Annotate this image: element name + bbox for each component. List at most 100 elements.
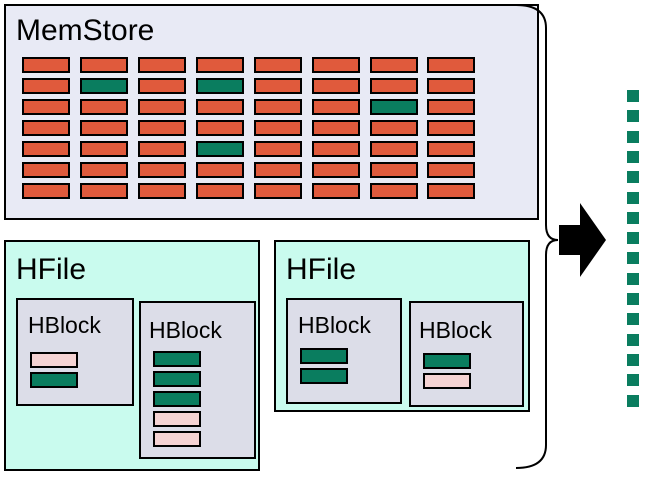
output-dot (627, 353, 639, 366)
memstore-entry (80, 162, 128, 178)
memstore-entry (254, 57, 302, 73)
hblock-entry (153, 431, 201, 447)
hblock-label: HBlock (419, 317, 492, 343)
hblock-box: HBlock (409, 301, 524, 407)
memstore-entry (138, 162, 186, 178)
output-dot (627, 252, 639, 265)
memstore-entry (22, 78, 70, 94)
memstore-entry (254, 99, 302, 115)
hfile-box-1: HFile HBlock HBlock (4, 240, 260, 471)
hblock-entry (153, 411, 201, 427)
output-dot (627, 293, 639, 305)
right-curly-brace-icon (515, 4, 559, 469)
memstore-entry (138, 120, 186, 136)
memstore-entry (196, 162, 244, 178)
output-dot (627, 191, 639, 204)
memstore-label: MemStore (16, 14, 155, 47)
memstore-entry (196, 183, 244, 199)
memstore-entry (254, 183, 302, 199)
memstore-entry (196, 141, 244, 157)
memstore-entry (254, 78, 302, 94)
memstore-entry (138, 183, 186, 199)
memstore-entry (80, 99, 128, 115)
output-dot (627, 211, 639, 224)
hblock-entry (300, 368, 348, 384)
hblock-entry (153, 351, 201, 367)
output-dot (627, 110, 639, 123)
memstore-entry (370, 183, 418, 199)
output-dot (627, 232, 639, 245)
memstore-entry (254, 120, 302, 136)
memstore-entry (196, 57, 244, 73)
memstore-entry (196, 99, 244, 115)
memstore-entry (138, 57, 186, 73)
memstore-entry (254, 162, 302, 178)
memstore-entry (427, 141, 475, 157)
hblock-label: HBlock (28, 312, 101, 338)
hblock-box: HBlock (139, 301, 256, 459)
memstore-entry (370, 141, 418, 157)
output-dot (627, 90, 639, 102)
hblock-label: HBlock (149, 317, 222, 343)
memstore-entry (370, 99, 418, 115)
memstore-entry (312, 183, 360, 199)
hblock-entry (153, 371, 201, 387)
memstore-entry (427, 99, 475, 115)
hblock-entry (153, 391, 201, 407)
memstore-entry (22, 99, 70, 115)
output-dot (627, 130, 639, 143)
memstore-entry (80, 120, 128, 136)
memstore-entry (427, 162, 475, 178)
hblock-entry (423, 373, 471, 389)
memstore-entry (370, 120, 418, 136)
hblock-box: HBlock (16, 298, 134, 406)
memstore-entry (22, 120, 70, 136)
memstore-entry (22, 162, 70, 178)
memstore-entry (196, 120, 244, 136)
hblock-entry (423, 353, 471, 369)
memstore-entry (254, 141, 302, 157)
memstore-entry (427, 78, 475, 94)
memstore-entry (312, 141, 360, 157)
right-arrow-icon (559, 203, 606, 277)
memstore-entry (427, 57, 475, 73)
memstore-entry (80, 141, 128, 157)
hblock-entry (30, 352, 78, 368)
memstore-entry (312, 57, 360, 73)
memstore-entry (370, 162, 418, 178)
output-dot (627, 394, 639, 407)
output-dot (627, 333, 639, 346)
output-dot (627, 171, 639, 184)
memstore-entry (138, 99, 186, 115)
hblock-entry (30, 372, 78, 388)
memstore-box: MemStore (4, 4, 539, 220)
hblock-entry (300, 348, 348, 364)
memstore-entry (427, 120, 475, 136)
memstore-entry (80, 78, 128, 94)
hblock-label: HBlock (298, 312, 371, 338)
memstore-entry (22, 183, 70, 199)
memstore-entry (312, 162, 360, 178)
memstore-entry (196, 78, 244, 94)
hfile-box-2: HFile HBlock HBlock (274, 240, 530, 412)
output-dot (627, 313, 639, 326)
hfile-label: HFile (286, 253, 357, 286)
memstore-entry (312, 99, 360, 115)
output-dot (627, 374, 639, 387)
memstore-entry (138, 78, 186, 94)
memstore-entry (80, 183, 128, 199)
memstore-entry (312, 78, 360, 94)
memstore-entry (22, 141, 70, 157)
memstore-entry (370, 78, 418, 94)
hfile-label: HFile (16, 253, 87, 286)
memstore-entry (312, 120, 360, 136)
memstore-entry (370, 57, 418, 73)
memstore-entry (22, 57, 70, 73)
hblock-box: HBlock (286, 298, 402, 404)
memstore-entry (427, 183, 475, 199)
output-dot (627, 272, 639, 285)
memstore-entry (80, 57, 128, 73)
memstore-entry (138, 141, 186, 157)
output-dot (627, 150, 639, 163)
